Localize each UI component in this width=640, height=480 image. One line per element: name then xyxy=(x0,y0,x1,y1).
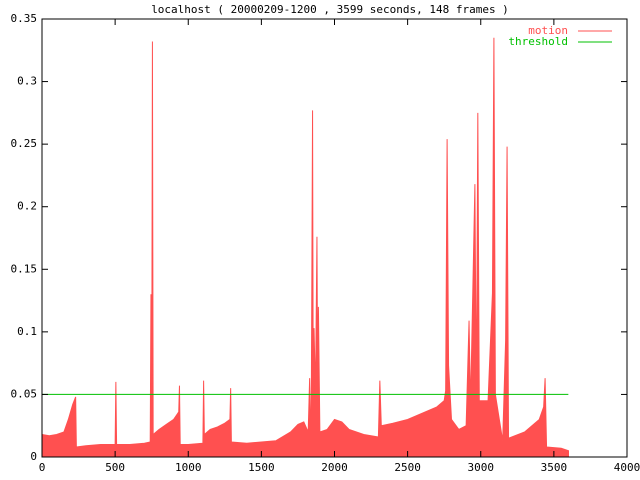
chart-title: localhost ( 20000209-1200 , 3599 seconds… xyxy=(151,3,509,16)
x-tick-label: 2500 xyxy=(394,461,421,474)
y-tick-label: 0.25 xyxy=(11,137,38,150)
y-tick-label: 0.05 xyxy=(11,387,38,400)
y-tick-label: 0.2 xyxy=(17,200,37,213)
y-tick-label: 0.1 xyxy=(17,325,37,338)
x-tick-label: 1000 xyxy=(175,461,202,474)
plot-frame xyxy=(41,18,628,458)
x-tick-label: 3500 xyxy=(541,461,568,474)
x-tick-label: 4000 xyxy=(614,461,640,474)
x-tick-label: 3000 xyxy=(468,461,495,474)
y-tick-label: 0.35 xyxy=(11,12,38,25)
y-tick-label: 0 xyxy=(30,450,37,463)
motion-area xyxy=(41,37,569,458)
x-tick-label: 0 xyxy=(39,461,46,474)
legend-label: threshold xyxy=(508,35,568,48)
x-tick-label: 2000 xyxy=(321,461,348,474)
legend-label: motion xyxy=(528,24,568,37)
x-tick-label: 1500 xyxy=(248,461,275,474)
y-tick-label: 0.15 xyxy=(11,262,38,275)
y-tick-label: 0.3 xyxy=(17,75,37,88)
x-tick-label: 500 xyxy=(105,461,125,474)
